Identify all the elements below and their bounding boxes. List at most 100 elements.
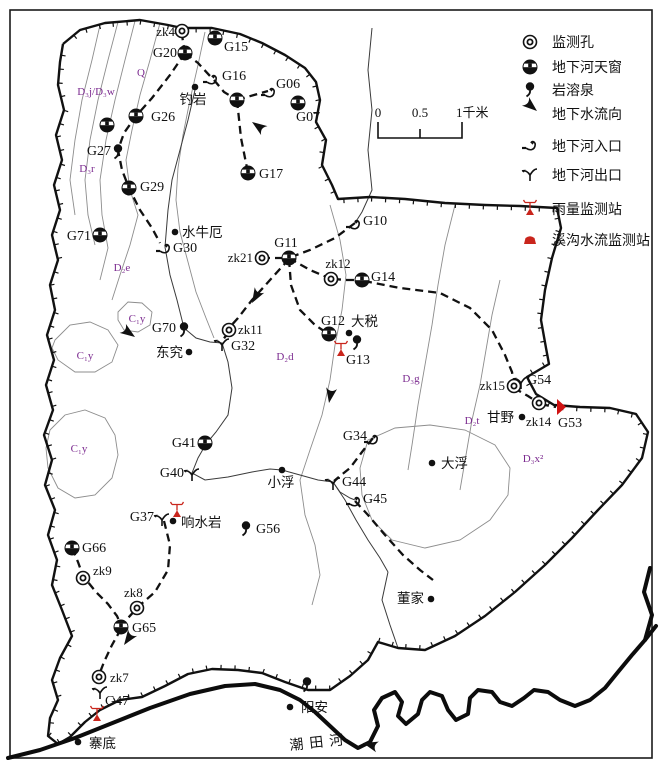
boundary-tick — [191, 668, 194, 674]
boundary-tick — [54, 311, 59, 315]
place-label-小浮: 小浮 — [268, 475, 295, 490]
boundary-tick — [318, 165, 323, 169]
boundary-tick — [478, 614, 482, 619]
label-G10: G10 — [363, 214, 387, 229]
boundary-tick — [541, 560, 546, 565]
geology-contour-line — [84, 21, 119, 246]
geology-contour-line — [69, 24, 101, 216]
boundary-tick — [58, 202, 64, 206]
boundary-tick — [73, 34, 78, 39]
boundary-tick — [49, 325, 55, 328]
boundary-tick — [236, 33, 239, 39]
underground-river-route — [121, 520, 172, 627]
geology-zone-label: D₂t — [465, 415, 480, 427]
rain-station-icon — [89, 705, 105, 722]
skylight-icon-G11 — [282, 251, 296, 265]
place-label-董家: 董家 — [397, 590, 424, 606]
boundary-tick — [510, 588, 515, 593]
geology-contour-line — [51, 321, 119, 373]
boundary-tick — [50, 525, 56, 528]
geology-zone-label: C₁y — [129, 313, 146, 325]
geology-zone-label: D₃j/D₃w — [77, 86, 115, 98]
boundary-tick — [54, 271, 59, 274]
boundary-tick — [338, 678, 342, 683]
boundary-tick — [48, 391, 53, 394]
boundary-tick — [430, 642, 434, 647]
boundary-tick — [51, 365, 57, 369]
village-dot-水牛厄 — [171, 228, 179, 236]
place-label-大浮: 大浮 — [441, 456, 468, 471]
village-dot-大浮 — [428, 459, 436, 467]
label-G47: G47 — [105, 694, 129, 709]
geology-contour-line — [407, 204, 456, 471]
boundary-tick — [56, 694, 62, 698]
place-label-水牛厄: 水牛厄 — [182, 225, 223, 240]
stream-flow-station-icon-G53 — [557, 399, 566, 415]
boundary-tick — [55, 189, 60, 192]
label-G66: G66 — [82, 541, 106, 556]
label-G17: G17 — [259, 167, 283, 182]
geology-contour-line — [45, 409, 119, 499]
boundary-tick — [542, 354, 548, 357]
boundary-tick — [248, 38, 252, 43]
underground-river-route — [287, 258, 328, 334]
boundary-tick — [54, 511, 59, 515]
geology-contour-line — [175, 31, 215, 339]
label-zk9: zk9 — [93, 563, 112, 578]
legend-monitor-icon — [522, 34, 538, 50]
label-G13: G13 — [346, 353, 370, 368]
boundary-tick — [551, 243, 557, 246]
river-name-label: 潮田河 — [289, 732, 350, 754]
label-zk11: zk11 — [238, 322, 263, 337]
boundary-tick — [321, 138, 326, 142]
boundary-tick — [55, 565, 61, 568]
boundary-tick — [44, 432, 50, 435]
label-zk4: zk4 — [156, 24, 175, 39]
skylight-icon-G20 — [178, 46, 192, 60]
boundary-tick — [359, 660, 364, 665]
monitor-hole-icon-zk9 — [75, 570, 91, 586]
label-G54: G54 — [527, 373, 551, 388]
legend-arrow-icon — [521, 97, 541, 116]
boundary-tick — [301, 683, 305, 689]
boundary-tick — [315, 99, 321, 102]
figure-frame — [9, 9, 653, 759]
boundary-tick — [551, 550, 556, 556]
river-sink-icon-G30 — [154, 243, 171, 254]
boundary-tick — [88, 712, 93, 717]
boundary-tick — [57, 217, 62, 220]
skylight-icon-G14 — [355, 273, 369, 287]
skylight-icon-G65 — [114, 620, 128, 634]
label-G16: G16 — [222, 69, 246, 84]
boundary-tick — [314, 126, 319, 130]
place-label-钓岩: 钓岩 — [180, 92, 207, 107]
label-zk7: zk7 — [110, 670, 129, 685]
boundary-tick — [47, 732, 52, 737]
boundary-tick — [85, 28, 88, 33]
boundary-tick — [529, 369, 534, 374]
spring-icon-G13 — [351, 334, 363, 351]
monitor-hole-icon-zk21 — [254, 250, 270, 266]
boundary-tick — [98, 24, 102, 30]
surface-stream — [381, 571, 399, 649]
boundary-tick — [531, 570, 536, 575]
label-G44: G44 — [342, 475, 366, 490]
legend-spring-icon — [524, 81, 536, 98]
village-dot-响水岩 — [169, 517, 177, 525]
village-dot-小浮 — [278, 466, 286, 474]
geology-contour-line — [299, 204, 347, 606]
skylight-icon-unnamed — [100, 118, 114, 132]
boundary-tick — [56, 135, 61, 138]
label-G15: G15 — [224, 40, 248, 55]
boundary-tick — [113, 697, 117, 703]
label-G34: G34 — [343, 429, 367, 444]
boundary-tick — [378, 637, 381, 643]
village-dot-大税 — [345, 329, 353, 337]
boundary-tick — [547, 257, 552, 260]
boundary-tick — [51, 404, 57, 407]
boundary-tick — [52, 579, 58, 582]
skylight-icon-G66 — [65, 541, 79, 555]
underground-river-routes — [70, 33, 557, 689]
boundary-tick — [48, 337, 53, 340]
